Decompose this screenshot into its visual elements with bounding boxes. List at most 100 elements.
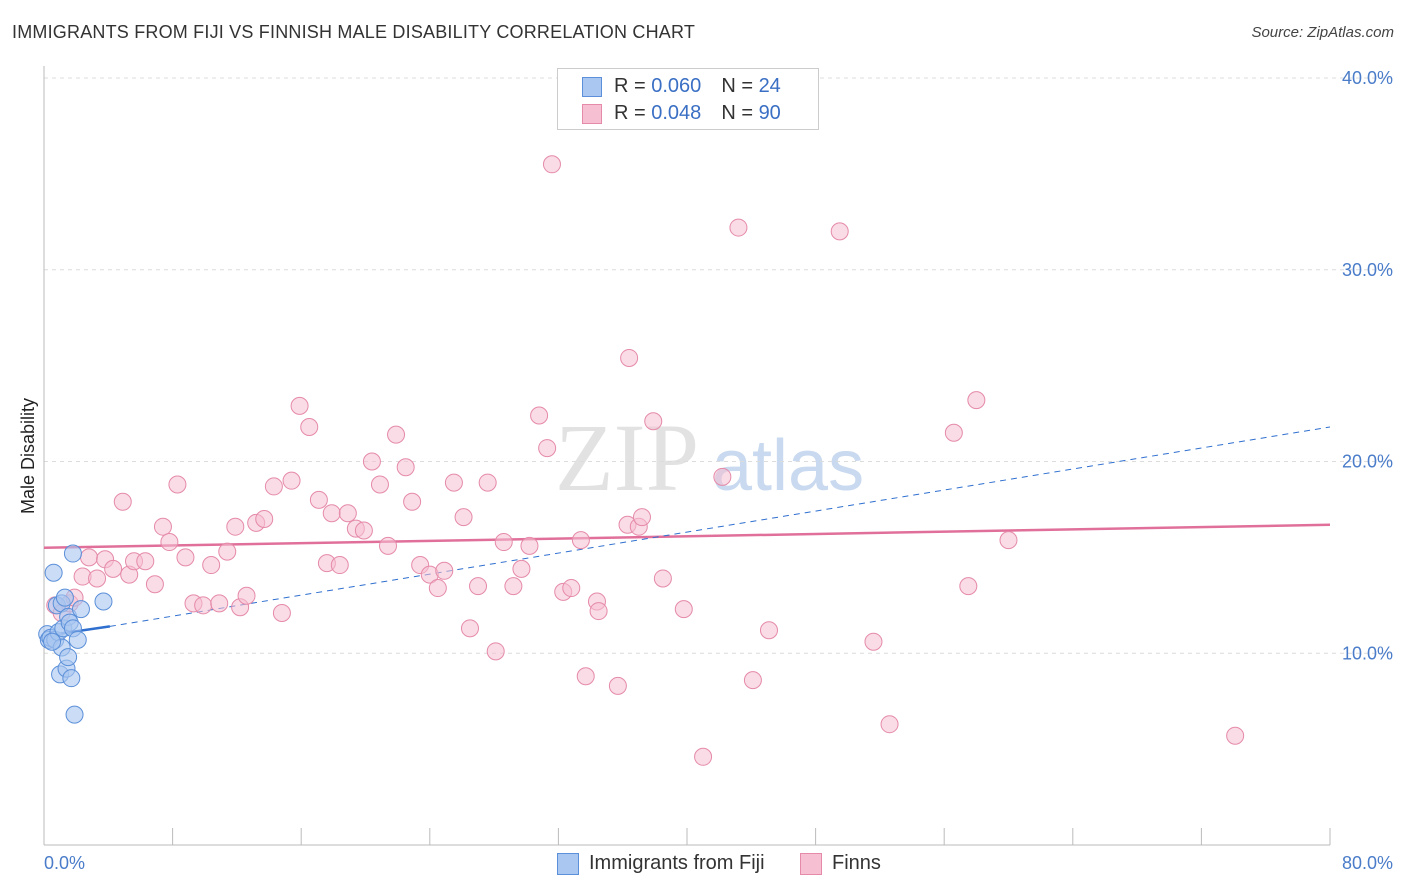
finns-point <box>396 458 415 477</box>
finns-point <box>272 603 291 622</box>
data-points <box>38 155 1245 766</box>
finns-point <box>562 579 581 598</box>
finns-point <box>145 575 164 594</box>
finns-point <box>255 510 274 529</box>
grid-lines <box>44 77 1392 654</box>
finns-point <box>338 504 357 523</box>
finns-point <box>202 556 221 575</box>
fiji-trend-line-dashed <box>109 426 1331 627</box>
watermark-atlas: atlas <box>712 426 864 506</box>
finns-point <box>999 531 1018 550</box>
finns-point <box>494 533 513 552</box>
x-tick-label: 0.0% <box>44 853 85 873</box>
finns-point <box>428 579 447 598</box>
finns-point <box>571 531 590 550</box>
finns-point <box>454 508 473 527</box>
finns-point <box>370 475 389 494</box>
axes <box>43 66 1331 846</box>
finns-point <box>387 425 406 444</box>
y-tick-label: 10.0% <box>1342 643 1393 663</box>
finns-point <box>136 552 155 571</box>
n-value: 24 <box>758 75 781 97</box>
finns-point <box>282 471 301 490</box>
finns-point <box>530 406 549 425</box>
fiji-swatch <box>557 852 579 875</box>
finns-point <box>176 548 195 567</box>
finns-point <box>104 559 123 578</box>
fiji-point <box>43 632 62 651</box>
finns-point <box>194 596 213 615</box>
finns-point <box>967 391 986 410</box>
fiji-point <box>55 588 74 607</box>
finns-point <box>300 417 319 436</box>
finns-point <box>520 536 539 555</box>
finns-point <box>743 671 762 690</box>
finns-point <box>330 556 349 575</box>
finns-point <box>80 548 99 567</box>
n-label: N = <box>721 75 759 97</box>
fiji-point <box>59 648 78 667</box>
finns-point <box>608 676 627 695</box>
finns-point <box>264 477 283 496</box>
finns-point <box>694 747 713 766</box>
y-tick-label: 40.0% <box>1342 68 1393 88</box>
series-legend: Immigrants from Fiji Finns <box>0 852 1406 878</box>
finns-point <box>644 412 663 431</box>
finns-point <box>210 594 229 613</box>
finns-point <box>538 439 557 458</box>
finns-point <box>322 504 341 523</box>
finns-point <box>713 467 732 486</box>
finns-point <box>168 475 187 494</box>
finns-point <box>542 155 561 174</box>
fiji-point <box>94 592 113 611</box>
finns-point <box>218 542 237 561</box>
finns-point <box>944 423 963 442</box>
chart-title: IMMIGRANTS FROM FIJI VS FINNISH MALE DIS… <box>12 22 696 42</box>
legend-label-finns: Finns <box>832 852 881 874</box>
x-tick-labels: 0.0% 80.0% <box>44 853 1393 873</box>
finns-point <box>379 536 398 555</box>
finns-point <box>576 667 595 686</box>
stats-row-finns: R = 0.048 N = 90 <box>582 102 781 128</box>
r-label: R = <box>614 75 652 97</box>
finns-point <box>632 508 651 527</box>
watermark: ZIP atlas <box>555 404 864 511</box>
finns-point <box>504 577 523 596</box>
finns-point <box>113 492 132 511</box>
x-tick-label: 80.0% <box>1342 853 1393 873</box>
finns-point <box>729 218 748 237</box>
source-credit: Source: ZipAtlas.com <box>1251 24 1394 41</box>
finns-point <box>160 533 179 552</box>
y-tick-label: 30.0% <box>1342 260 1393 280</box>
fiji-swatch <box>582 76 602 97</box>
r-value: 0.060 <box>651 75 702 97</box>
finns-swatch <box>582 103 602 124</box>
legend-item-finns[interactable]: Finns <box>800 852 881 875</box>
finns-swatch <box>800 852 822 875</box>
n-value: 90 <box>758 102 781 124</box>
finns-point <box>309 490 328 509</box>
finns-point <box>354 521 373 540</box>
finns-point <box>290 396 309 415</box>
r-value: 0.048 <box>651 102 702 124</box>
finns-point <box>88 569 107 588</box>
finns-point <box>830 222 849 241</box>
finns-point <box>864 632 883 651</box>
finns-trend-line <box>43 523 1331 550</box>
finns-point <box>444 473 463 492</box>
fiji-point <box>71 600 90 619</box>
finns-point <box>486 642 505 661</box>
legend-label-fiji: Immigrants from Fiji <box>589 852 765 874</box>
finns-point <box>512 559 531 578</box>
legend-item-fiji[interactable]: Immigrants from Fiji <box>557 852 765 875</box>
finns-point <box>362 452 381 471</box>
finns-point <box>435 561 454 580</box>
fiji-point <box>65 705 84 724</box>
finns-point <box>759 621 778 640</box>
fiji-point <box>62 669 81 688</box>
fiji-point <box>44 563 63 582</box>
finns-point <box>1226 726 1245 745</box>
finns-point <box>653 569 672 588</box>
fiji-point <box>68 630 87 649</box>
